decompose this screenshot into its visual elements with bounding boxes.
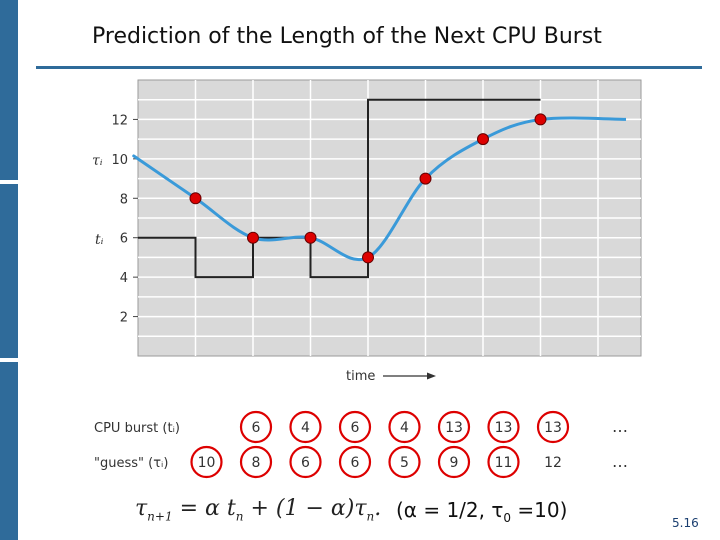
parameters-label: (α = 1/2, τ0 =10) (396, 498, 567, 525)
y-axis-label-guess: τᵢ (92, 153, 103, 169)
slide-title: Prediction of the Length of the Next CPU… (92, 24, 602, 49)
table-value-circle (338, 445, 372, 479)
formula-end: . (374, 496, 382, 521)
params-open: (α = 1/2, τ (396, 498, 504, 522)
table-value-cpu-burst: 6 (351, 420, 360, 436)
y-tick-label: 4 (120, 271, 128, 286)
y-tick-label: 10 (111, 153, 128, 168)
slide-number: 5.16 (672, 516, 699, 530)
cpu-burst-step-line (138, 98, 541, 279)
table-value-guess: 6 (301, 455, 310, 471)
formula-eq: = α t (172, 496, 236, 521)
guess-curve (132, 116, 627, 261)
table-value-guess: 11 (495, 455, 513, 471)
params-close: =10) (511, 498, 568, 522)
table-value-circle (388, 410, 421, 444)
x-axis-arrow-head (427, 372, 436, 380)
guess-marker (477, 133, 489, 146)
formula-mid: + (1 − α)τ (243, 496, 367, 521)
table-value-circle (338, 410, 372, 444)
y-axis-label-burst: tᵢ (95, 232, 104, 248)
table-value-cpu-burst: 13 (495, 420, 513, 436)
formula-t-sub: n (235, 509, 244, 524)
table-row-label-cpu-burst: CPU burst (tᵢ) (94, 421, 180, 436)
table-value-circle (536, 410, 570, 444)
table-value-cpu-burst: 13 (544, 420, 562, 436)
table-value-guess: 5 (400, 455, 409, 471)
table-row-ellipsis: … (612, 452, 628, 471)
table-value-circle (289, 445, 322, 479)
table-value-cpu-burst: 4 (301, 420, 310, 436)
formula-lhs-sub: n+1 (147, 509, 173, 524)
table-value-circle (190, 445, 223, 479)
guess-marker (362, 251, 374, 264)
params-sub: 0 (503, 511, 512, 525)
title-rule (36, 66, 702, 69)
table-value-cpu-burst: 6 (252, 420, 261, 436)
guess-marker (304, 231, 317, 244)
table-value-circle (487, 445, 520, 479)
table-value-circle (239, 410, 273, 444)
table-value-circle (289, 410, 322, 444)
table-value-guess: 12 (544, 455, 562, 471)
table-value-guess: 6 (351, 455, 360, 471)
y-tick-label: 8 (120, 192, 128, 207)
table-value-guess: 8 (252, 455, 261, 471)
guess-marker (189, 192, 202, 205)
table-value-circle (437, 445, 471, 479)
table-value-circle (388, 445, 421, 479)
table-row-ellipsis: … (612, 417, 628, 436)
table-row-label-guess: "guess" (τᵢ) (94, 456, 168, 471)
table-value-guess: 10 (198, 455, 216, 471)
formula-lhs: τ (135, 496, 148, 521)
formula-tau-sub: n (366, 509, 375, 524)
table-value-cpu-burst: 13 (445, 420, 463, 436)
left-accent-bar (0, 0, 18, 540)
guess-marker (419, 172, 432, 185)
y-tick-label: 2 (120, 311, 128, 326)
table-value-circle (239, 445, 273, 479)
guess-marker (534, 113, 547, 126)
left-bar-divider (0, 358, 18, 362)
guess-marker (247, 231, 259, 244)
y-tick-label: 6 (120, 232, 128, 247)
exponential-average-formula: τn+1 = α tn + (1 − α)τn. (135, 496, 381, 523)
x-axis-label: time (346, 369, 375, 384)
table-value-cpu-burst: 4 (400, 420, 409, 436)
left-bar-divider (0, 180, 18, 184)
table-value-circle (437, 410, 471, 444)
table-value-circle (487, 410, 520, 444)
y-tick-label: 12 (111, 113, 128, 128)
table-value-guess: 9 (450, 455, 459, 471)
